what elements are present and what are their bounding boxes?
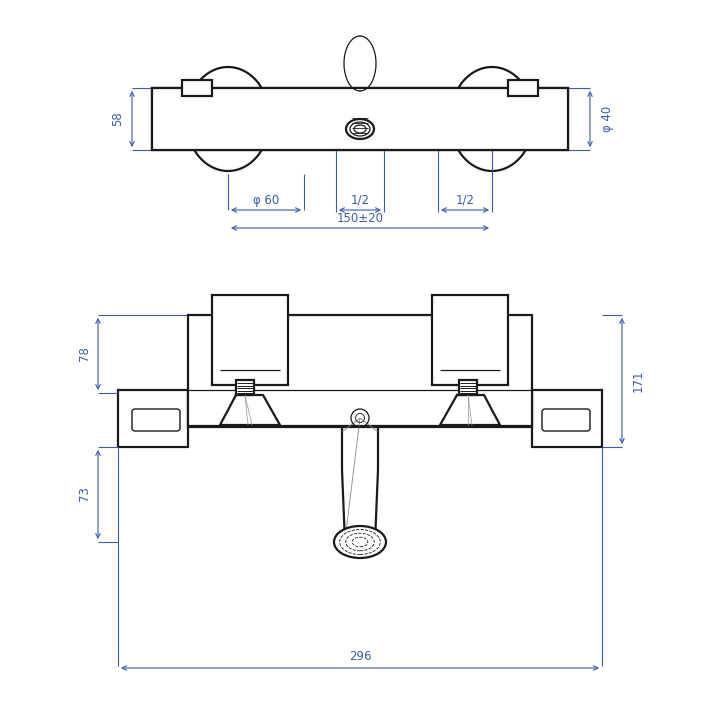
Text: 296: 296 bbox=[348, 649, 372, 662]
Text: φ 40: φ 40 bbox=[601, 106, 614, 132]
Text: 78: 78 bbox=[78, 346, 91, 361]
Bar bbox=[182, 80, 212, 96]
Polygon shape bbox=[440, 395, 500, 425]
Ellipse shape bbox=[346, 119, 374, 139]
FancyBboxPatch shape bbox=[132, 409, 180, 431]
Bar bbox=[532, 390, 602, 447]
Bar bbox=[152, 88, 568, 150]
Text: 58: 58 bbox=[112, 112, 125, 127]
Bar bbox=[508, 80, 538, 96]
Text: 150±20: 150±20 bbox=[336, 212, 384, 225]
Bar bbox=[212, 295, 288, 385]
Text: 73: 73 bbox=[78, 487, 91, 501]
Bar bbox=[152, 88, 568, 150]
Bar bbox=[153, 89, 567, 149]
Bar bbox=[459, 380, 477, 395]
Bar bbox=[432, 295, 508, 385]
Polygon shape bbox=[360, 91, 376, 146]
Text: 1/2: 1/2 bbox=[456, 194, 474, 207]
Bar bbox=[236, 380, 254, 395]
Text: 171: 171 bbox=[631, 370, 644, 392]
Polygon shape bbox=[220, 395, 280, 425]
Ellipse shape bbox=[186, 67, 270, 171]
Polygon shape bbox=[360, 91, 376, 146]
Text: 1/2: 1/2 bbox=[351, 194, 369, 207]
Ellipse shape bbox=[334, 526, 386, 558]
Bar bbox=[188, 315, 532, 427]
Ellipse shape bbox=[450, 67, 534, 171]
FancyBboxPatch shape bbox=[542, 409, 590, 431]
Bar bbox=[118, 390, 188, 447]
Text: φ 60: φ 60 bbox=[253, 194, 279, 207]
